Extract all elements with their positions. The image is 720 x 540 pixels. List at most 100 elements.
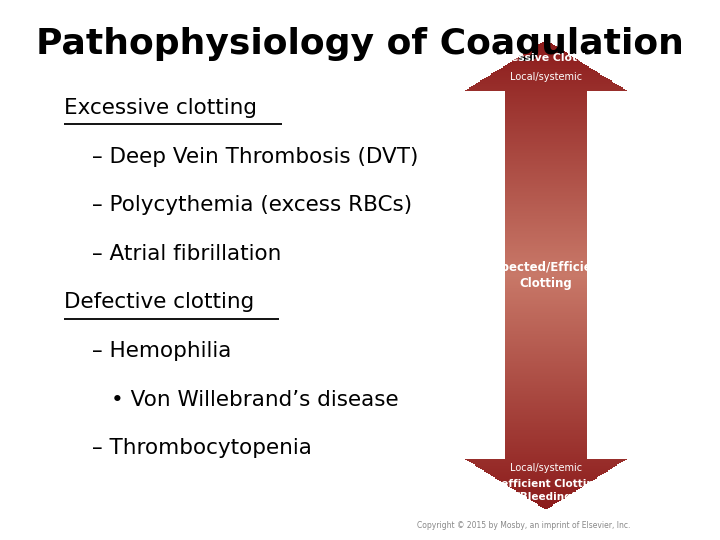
Bar [505,441,587,442]
Bar [505,265,587,266]
Bar [505,242,587,244]
Bar [505,139,587,140]
Bar [505,124,587,125]
Bar [505,430,587,431]
Bar [505,456,587,457]
Bar [505,102,587,103]
Bar [505,323,587,325]
Bar [505,338,587,339]
Bar [529,498,563,500]
Bar [512,60,580,62]
Bar [539,44,554,45]
Bar [505,187,587,188]
Bar [539,504,554,505]
Bar [505,222,587,224]
Bar [505,99,587,100]
Bar [505,96,587,97]
Bar [505,296,587,298]
Bar [505,192,587,193]
Bar [505,413,587,414]
Bar [505,136,587,137]
Bar [505,457,587,458]
Bar [505,147,587,149]
Bar [505,137,587,138]
Bar [505,157,587,158]
Bar [505,408,587,409]
Bar [505,359,587,360]
Bar [505,111,587,112]
Bar [505,156,587,157]
Bar [505,264,587,265]
Bar [486,471,606,472]
Bar [533,501,559,502]
Bar [505,92,587,93]
Bar [505,134,587,136]
Bar [505,113,587,114]
Bar [505,260,587,261]
Bar [529,50,563,51]
Bar [505,207,587,208]
Bar [505,239,587,240]
Bar [505,355,587,356]
Bar [467,89,625,90]
Bar [505,348,587,349]
Bar [520,56,572,57]
Bar [505,273,587,274]
Bar [505,117,587,118]
Bar [505,406,587,407]
Bar [505,94,587,96]
Bar [542,507,549,508]
Bar [505,179,587,180]
Bar [505,374,587,375]
Bar [505,150,587,151]
Bar [505,166,587,167]
Bar [505,93,587,94]
Bar [505,409,587,410]
Bar [505,429,587,430]
Bar [505,369,587,370]
Bar [506,484,585,485]
Text: – Hemophilia: – Hemophilia [92,341,232,361]
Bar [505,245,587,246]
Bar [505,272,587,273]
Bar [493,476,598,477]
Bar [505,227,587,228]
Bar [505,252,587,253]
Text: – Deep Vein Thrombosis (DVT): – Deep Vein Thrombosis (DVT) [92,146,418,167]
Bar [505,449,587,450]
Bar [499,69,593,70]
Bar [505,188,587,190]
Bar [505,249,587,251]
Bar [505,332,587,333]
Bar [497,70,595,71]
Bar [521,55,570,56]
Bar [505,437,587,438]
Bar [505,360,587,361]
Bar [505,451,587,453]
Bar [505,388,587,389]
Bar [510,62,582,63]
Bar [484,470,608,471]
Bar [505,241,587,242]
Bar [505,307,587,308]
Bar [505,259,587,260]
Bar [505,435,587,436]
Bar [505,438,587,440]
Bar [505,144,587,145]
Bar [505,309,587,310]
Bar [505,414,587,415]
Bar [505,316,587,318]
Bar [518,57,574,58]
Bar [505,300,587,301]
Bar [497,478,595,480]
Bar [505,448,587,449]
Bar [505,181,587,183]
Bar [505,336,587,338]
Bar [505,106,587,107]
Bar [505,206,587,207]
Bar [505,339,587,340]
Bar [505,442,587,443]
Bar [505,322,587,323]
Bar [505,302,587,303]
Bar [505,171,587,172]
